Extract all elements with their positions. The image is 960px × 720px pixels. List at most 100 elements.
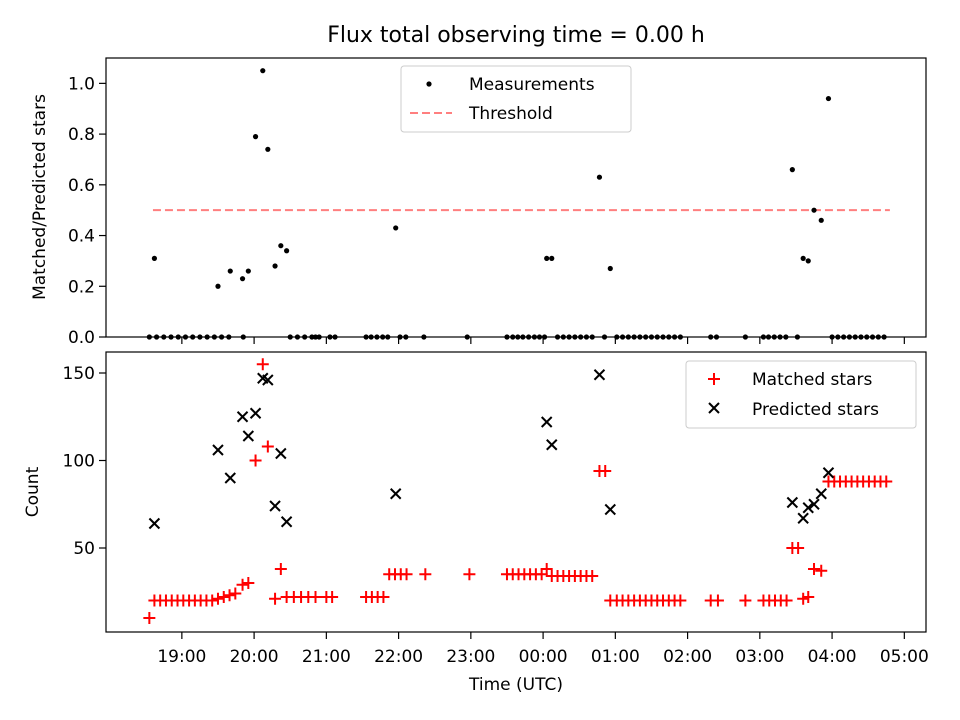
predicted-star-point (224, 472, 236, 484)
matched-star-point (419, 568, 432, 581)
matched-star-point (880, 475, 893, 488)
bottom-y-tick-label: 50 (73, 539, 95, 559)
measurement-point (596, 174, 603, 180)
matched-star-point (802, 591, 815, 603)
matched-star-point (377, 591, 390, 603)
bottom-x-tick-label: 21:00 (302, 647, 351, 667)
matched-star-point (217, 591, 230, 603)
matched-star-point (711, 594, 724, 607)
predicted-star-point (604, 503, 616, 516)
predicted-star-point (593, 369, 606, 381)
legend-predicted-label: Predicted stars (752, 400, 879, 420)
measurement-point (549, 255, 555, 261)
measurement-point (252, 134, 259, 140)
bottom-x-tick-label: 05:00 (880, 647, 929, 667)
top-y-tick-label: 0.2 (68, 277, 95, 297)
bottom-x-tick-label: 20:00 (230, 647, 279, 667)
bottom-y-axis-label: Count (23, 466, 43, 517)
measurement-point (800, 255, 806, 261)
matched-star-point (309, 591, 322, 603)
predicted-star-point (236, 411, 249, 423)
top-chart-title: Flux total observing time = 0.00 h (327, 23, 705, 48)
measurement-point (239, 276, 246, 282)
top-y-tick-label: 0.4 (68, 227, 95, 247)
matched-star-point (780, 594, 793, 607)
measurement-point (260, 68, 266, 74)
matched-star-point (808, 563, 821, 575)
top-y-tick-label: 1.0 (68, 74, 95, 94)
predicted-star-point (802, 502, 814, 514)
bottom-x-tick-label: 23:00 (446, 647, 495, 667)
matched-star-point (274, 563, 287, 575)
matched-star-point (223, 589, 236, 602)
matched-star-point (540, 563, 553, 575)
matched-star-point (815, 564, 828, 577)
bottom-x-tick-label: 01:00 (591, 647, 640, 667)
predicted-star-point (815, 488, 827, 500)
predicted-star-point (786, 496, 799, 509)
bottom-x-tick-label: 19:00 (157, 647, 206, 667)
measurement-point (789, 167, 795, 173)
measurement-point (393, 225, 399, 231)
bottom-x-axis-label: Time (UTC) (468, 675, 563, 695)
predicted-star-point (269, 500, 281, 512)
legend-threshold-label: Threshold (468, 104, 553, 124)
bottom-y-tick-label: 100 (63, 452, 95, 472)
top-y-tick-label: 0.8 (68, 125, 95, 145)
matched-star-point (249, 454, 262, 467)
matched-star-point (256, 358, 269, 371)
bottom-x-tick-label: 03:00 (735, 647, 784, 667)
top-y-tick-label: 0.0 (68, 328, 95, 348)
measurement-point (265, 146, 271, 152)
bottom-x-tick-label: 04:00 (808, 647, 857, 667)
predicted-star-point (546, 439, 558, 451)
bottom-x-tick-label: 00:00 (519, 647, 568, 667)
matched-star-point (674, 594, 687, 607)
measurement-point (151, 255, 158, 261)
matched-star-point (797, 592, 810, 605)
measurement-point (607, 265, 613, 272)
top-legend-box (400, 65, 632, 133)
measurement-point (818, 217, 824, 223)
matched-star-point (242, 577, 255, 589)
bottom-plot-area: 50 100 150 19:00 20:00 21:00 22:00 23:00 00:00 01… (63, 358, 929, 667)
predicted-star-point (797, 512, 809, 524)
predicted-star-point (242, 430, 255, 442)
top-axes-frame (105, 57, 927, 338)
measurement-point (284, 248, 290, 254)
matched-star-point (236, 578, 249, 591)
matched-star-point (229, 587, 242, 600)
predicted-star-point (808, 498, 820, 510)
legend-matched-label: Matched stars (752, 370, 872, 390)
bottom-x-tick-label: 02:00 (663, 647, 712, 667)
matched-star-point (143, 612, 156, 624)
predicted-star-point (148, 517, 161, 530)
measurement-point (245, 268, 251, 274)
measurement-point (278, 243, 284, 249)
matched-star-point (535, 568, 548, 581)
matched-star-point (400, 568, 413, 581)
matched-star-point (792, 542, 805, 554)
bottom-y-tick-label: 150 (63, 364, 95, 384)
predicted-star-point (275, 447, 287, 460)
measurement-point (227, 268, 233, 274)
predicted-star-point (822, 467, 835, 479)
measurement-point (811, 207, 817, 213)
measurement-point (272, 263, 278, 269)
predicted-star-point (280, 516, 293, 528)
predicted-star-point (212, 444, 224, 456)
matched-star-point (269, 592, 282, 605)
predicted-star-point (249, 407, 262, 419)
matched-star-point (599, 465, 612, 477)
bottom-legend-box (685, 360, 917, 429)
bottom-axes-frame (105, 351, 927, 633)
measurement-point (215, 283, 221, 289)
top-legend: Measurements Threshold (400, 65, 632, 133)
matched-star-point (739, 594, 752, 607)
legend-matched-marker (708, 373, 720, 385)
top-y-tick-label: 0.6 (68, 176, 95, 196)
matched-star-point (586, 570, 599, 582)
top-y-axis-label: Matched/Predicted stars (30, 94, 50, 300)
predicted-star-point (540, 416, 553, 428)
predicted-star-point (262, 374, 274, 386)
